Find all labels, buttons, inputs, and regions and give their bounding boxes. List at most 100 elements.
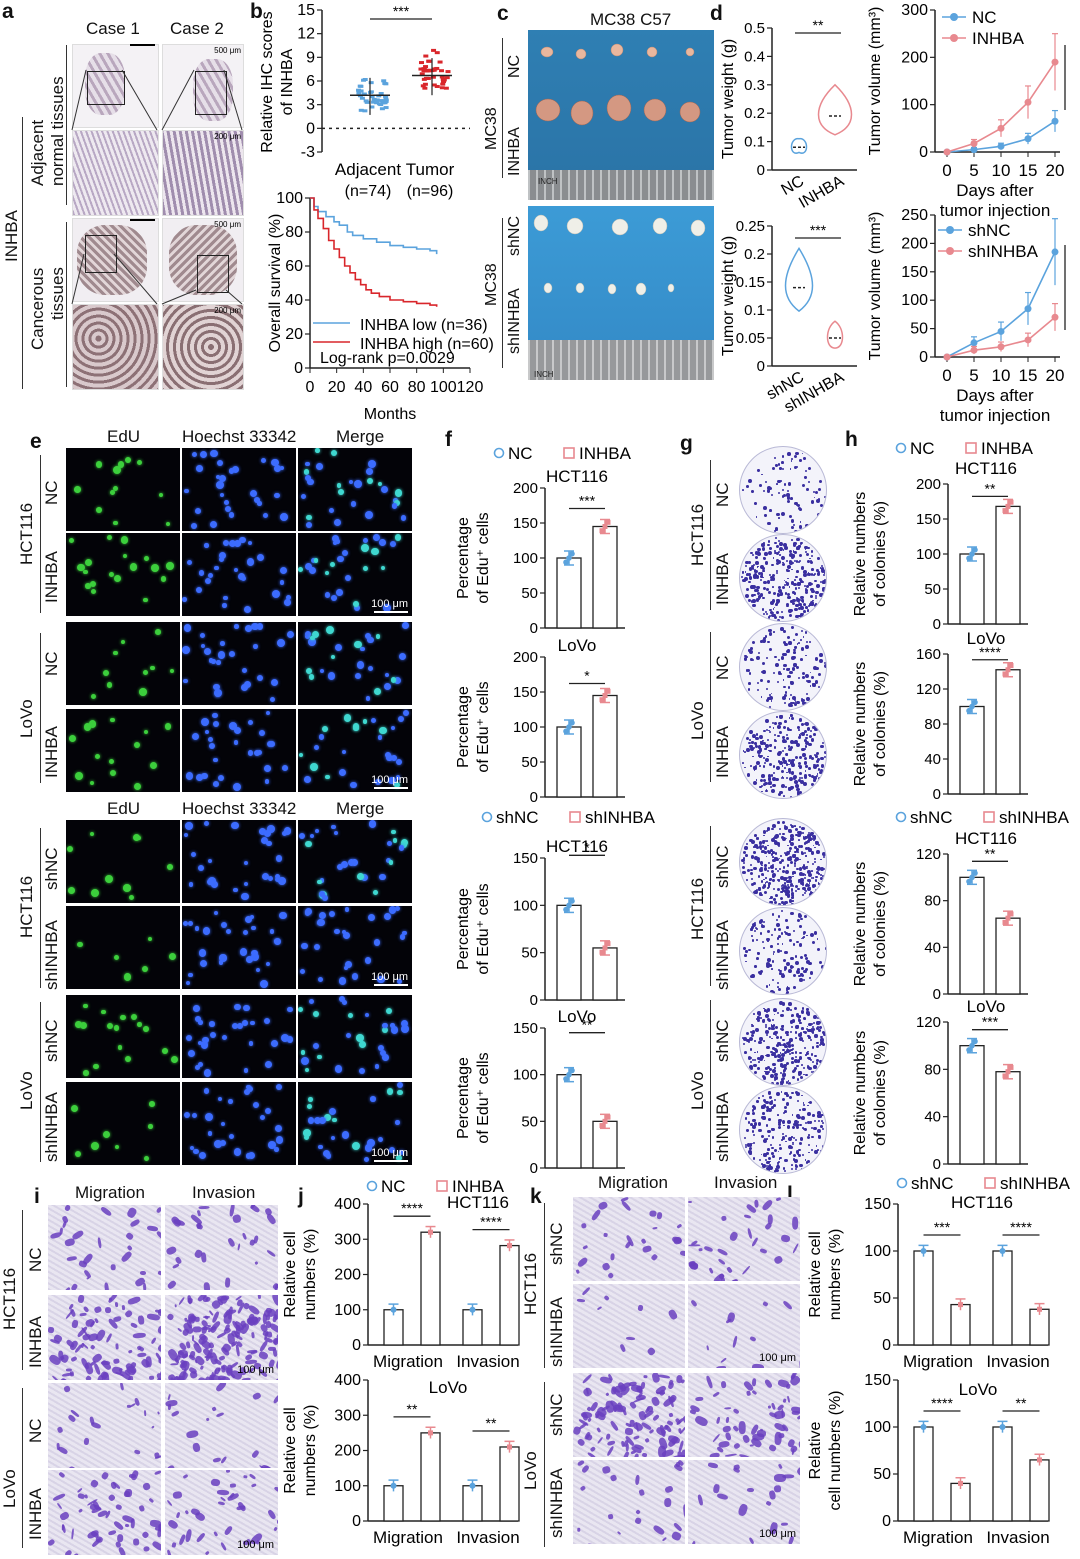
i-header-migration: Migration [75,1183,145,1202]
d-tv2-ytick-label: 100 [901,292,928,309]
edu-image-r5-c2 [182,820,296,903]
l1-bar-2 [950,1303,971,1346]
b-top-point [418,61,424,65]
d-tw2-ytick-label: 0.1 [744,302,765,319]
h-legend-top-legend-2: INHBA [981,439,1034,458]
f1-point [563,559,569,565]
h4-title: LoVo [967,997,1006,1016]
j1-bar-2 [420,1231,441,1346]
edu-image-r8-c2 [182,1082,296,1165]
l2-sig: **** [931,1395,953,1411]
b-top-point [445,70,451,74]
f4-point [602,1118,608,1124]
edu-image-r3-c2 [182,622,296,705]
h4-point [1002,1073,1008,1079]
panel-label-c: c [497,2,509,25]
b-top-point [426,69,432,73]
k-header-invasion: Invasion [714,1173,778,1192]
d-tv2-ylabel: Tumor volume (mm³) [867,212,884,361]
f2-point [602,693,608,698]
j1-group-2: Invasion [456,1352,519,1371]
panel-label-f: f [445,428,452,451]
h3-ytick-label: 0 [933,986,941,1003]
h2-point [1002,671,1008,677]
l-legend-legend-2: shINHBA [1000,1174,1071,1193]
l1-point-4 [1037,1306,1042,1312]
l1-sig: *** [934,1219,951,1235]
i-transwell-r3-c1 [48,1383,161,1468]
l2-bar-1 [913,1426,934,1522]
j1-title: HCT116 [447,1193,509,1212]
d-tv2-xlabel-2: tumor injection [940,406,1051,425]
f-legend-bottom-legend-2: shINHBA [585,808,656,827]
b-bottom-line-low [310,197,438,255]
d-tv1-legend-2: INHBA [972,29,1025,48]
b-top-point [383,106,389,110]
l-legend-legend-1: shNC [911,1174,954,1193]
j2-ytick-label: 300 [334,1407,361,1424]
d-tv1-xtick-label: 0 [942,161,951,180]
b-top-xcat-2: Tumor [406,160,455,179]
b-bottom-ytick-label: 80 [285,224,303,241]
h4-point [1008,1064,1014,1070]
d-tv1-ytick-label: 200 [901,49,928,66]
l1-point-3 [999,1248,1006,1254]
panel-label-d: d [710,2,723,25]
b-top-ytick-label: 15 [297,2,315,19]
h1-bar-2 [995,505,1021,625]
h4-point [966,1047,972,1053]
j1-point-2 [428,1229,433,1235]
l1-ylabel: Relative cell numbers (%) [807,1229,844,1321]
edu-image-r6-c2 [182,906,296,989]
b-top-point [431,83,437,87]
f3-point [569,898,575,904]
f2-ylabel: Percentage of Edu⁺ cells [455,681,492,772]
l2-point-3 [999,1424,1006,1430]
d-tv2-point [970,339,978,347]
j1-point-4 [507,1243,512,1249]
b-top-ytick-label: -3 [301,144,315,161]
h1-ytick-label: 100 [916,546,941,563]
d-tv1-xtick-label: 15 [1019,161,1038,180]
f2-ytick-label: 150 [513,684,538,701]
h3-point [972,870,978,876]
panel-label-l: l [787,1183,793,1206]
f2-point [599,697,605,703]
edu-image-r8-c1 [66,1082,180,1165]
h4-ytick-label: 120 [916,1014,941,1031]
l-legend-legend-marker-1 [896,1177,908,1189]
f4-point [569,1067,575,1074]
d-tv2-point [997,343,1005,351]
j2-ytick-label: 400 [334,1372,361,1389]
d-tv1-ytick-label: 100 [901,97,928,114]
b-bottom-ytick-label: 0 [294,360,303,377]
j1-sig: **** [480,1214,502,1230]
d-tv2-legend-2: shINHBA [968,242,1039,261]
h1-point [966,555,972,561]
f1-ytick-label: 200 [513,480,538,497]
edu-image-r8-c3: 100 μm [298,1082,412,1165]
d-tv1-xtick-label: 20 [1046,161,1065,180]
b-top-point [371,97,377,101]
b-top-point [373,100,379,104]
b-top-point [419,72,425,76]
f1-ytick-label: 150 [513,515,538,532]
j-legend-legend-1: NC [381,1177,406,1196]
d-tw2-ytick-label: 0.15 [736,274,765,291]
h4-point [972,1038,978,1045]
l2-ytick-label: 50 [873,1466,891,1483]
d-tw2-ytick-label: 0.05 [736,330,765,347]
k-header-migration: Migration [598,1173,668,1192]
d-tv2-point [1051,313,1059,321]
b-top-point [422,86,428,90]
f4-bar-1 [556,1074,582,1169]
h2-point [1005,667,1011,673]
f3-ytick-label: 0 [530,992,538,1009]
f3-ytick-label: 150 [513,850,538,867]
b-top-xcat-1-n: (n=74) [345,183,392,200]
k-transwell-r1-c2 [688,1197,800,1281]
b-top-point [356,88,362,92]
h1-ytick-label: 150 [916,511,941,528]
f4-point [563,1076,569,1082]
l1-bar-1 [913,1250,934,1346]
